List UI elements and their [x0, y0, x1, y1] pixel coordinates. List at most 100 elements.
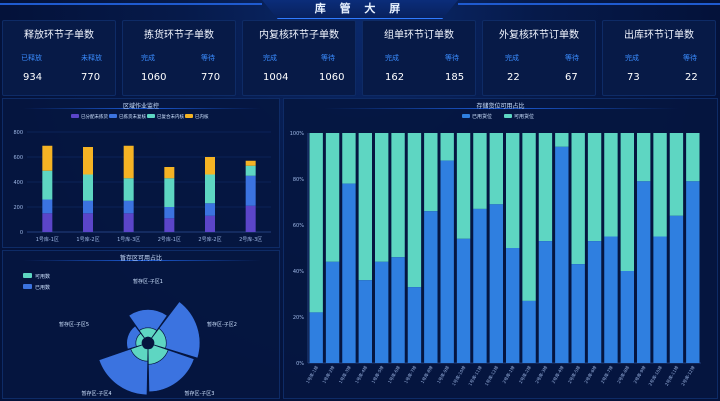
x-tick-label: 1号库-3排	[337, 364, 353, 385]
x-tick-label: 2号库-9排	[632, 364, 648, 385]
title-wing-right	[458, 3, 720, 5]
pie-slice	[135, 332, 145, 347]
bar-segment-free	[391, 133, 405, 258]
pie-slice	[147, 344, 169, 365]
card-left-label: 完成	[505, 54, 519, 62]
legend-swatch	[147, 114, 155, 118]
bar-segment-used	[440, 160, 454, 363]
bar-segment	[83, 174, 93, 201]
x-tick-label: 2号库-3区	[239, 236, 262, 243]
x-tick-label: 1号库-2区	[76, 236, 99, 243]
legend-label: 已复合未内核	[157, 113, 184, 120]
bar-segment	[245, 175, 256, 206]
card-left-label: 完成	[385, 54, 399, 62]
bar-segment-free	[587, 133, 602, 242]
card-left-value: 73	[627, 72, 640, 83]
bar-segment	[42, 145, 53, 171]
x-tick-label: 2号库-2排	[517, 364, 533, 385]
bar-segment-used	[620, 271, 634, 363]
x-tick-label: 1号库-9排	[435, 364, 451, 385]
y-tick-label: 20%	[293, 315, 304, 321]
card-left-value: 162	[385, 72, 405, 83]
panel-title-line	[324, 108, 679, 109]
x-tick-label: 2号库-4排	[550, 364, 566, 385]
bar-segment	[245, 160, 256, 166]
bar-segment-used	[604, 236, 618, 363]
bar-segment	[42, 170, 53, 200]
x-tick-label: 1号库-1排	[304, 364, 320, 385]
legend-label: 已用数	[35, 284, 50, 291]
bar-segment-used	[391, 257, 405, 363]
legend-swatch	[23, 273, 32, 278]
x-tick-label: 1号库-2排	[321, 364, 337, 385]
bar-segment-free	[571, 133, 585, 265]
bar-segment	[83, 147, 93, 175]
legend-swatch	[23, 284, 32, 289]
bar-segment-free	[309, 133, 323, 313]
card-title: 组单环节订单数	[384, 30, 454, 41]
card-title: 出库环节订单数	[624, 30, 694, 41]
stat-card: 组单环节订单数 完成 等待 162 185	[362, 20, 476, 96]
bar-segment	[83, 200, 93, 214]
legend-label: 已用货位	[472, 113, 492, 120]
staging-panel: 暂存区可用占比 可用数 已用数 暂存区-子区1 暂存区-子区2 暂存区-子区3 暂存区-子…	[2, 250, 280, 399]
y-tick-label: 0%	[296, 361, 304, 367]
bar-segment	[42, 213, 53, 232]
card-right-label: 等待	[683, 54, 697, 62]
stat-cards: 释放环节子单数 已释放 未释放 934 770 拣货环节子单数 完成 等待 10…	[2, 20, 718, 96]
stat-card: 出库环节订单数 完成 等待 73 22	[602, 20, 716, 96]
x-tick-label: 1号库-4排	[353, 364, 369, 385]
x-tick-label: 1号库-8排	[419, 364, 435, 385]
legend-label: 已内核	[195, 113, 209, 120]
bar-segment	[83, 213, 93, 232]
bar-segment	[164, 178, 175, 207]
legend-swatch	[109, 114, 117, 118]
bar-segment	[123, 200, 134, 214]
pie-label: 暂存区-子区4	[82, 390, 112, 397]
y-tick-label: 60%	[293, 223, 304, 229]
bar-segment-used	[571, 264, 585, 363]
bar-segment	[123, 145, 134, 179]
bar-segment-free	[489, 133, 503, 205]
stat-card: 外复核环节订单数 完成 等待 22 67	[482, 20, 596, 96]
y-tick-label: 40%	[293, 269, 304, 275]
y-tick-label: 400	[13, 180, 23, 186]
bar-segment-free	[375, 133, 389, 262]
legend-swatch	[71, 114, 79, 118]
legend-swatch	[504, 114, 512, 118]
bar-segment-used	[686, 181, 700, 363]
bar-segment-free	[456, 133, 471, 239]
bar-segment-used	[325, 261, 340, 363]
pie-label: 暂存区-子区1	[133, 278, 163, 285]
card-right-value: 770	[201, 72, 221, 83]
card-left-label: 完成	[141, 54, 155, 62]
bar-segment-free	[342, 133, 356, 184]
bar-segment-used	[506, 248, 520, 363]
card-right-value: 22	[685, 72, 698, 83]
bar-segment-free	[538, 133, 553, 242]
card-right-value: 67	[565, 72, 578, 83]
bar-segment-used	[309, 312, 323, 363]
area-monitor-chart: 已分配未拣货 已拣货未复核 已复合未内核 已内核 0 200 400 600 800 1号库-1区…	[13, 113, 271, 243]
x-tick-label: 2号库-7排	[599, 364, 615, 385]
bar-segment-free	[686, 133, 700, 182]
bar-segment	[123, 178, 134, 201]
title-bar: 库 管 大 屏	[0, 0, 720, 19]
bar-segment	[245, 205, 256, 232]
stat-card: 拣货环节子单数 完成 等待 1060 770	[122, 20, 236, 96]
x-tick-label: 2号库-2区	[198, 236, 221, 243]
card-left-value: 934	[23, 72, 43, 83]
panel-title: 区域作业监控	[122, 103, 159, 110]
bar-segment-used	[555, 146, 569, 363]
x-tick-label: 1号库-1区	[36, 236, 59, 243]
bar-segment-free	[506, 133, 520, 248]
bar-segment-used	[456, 238, 471, 363]
bar-segment-free	[407, 133, 422, 288]
card-right-value: 185	[445, 72, 465, 83]
card-left-label: 已释放	[21, 54, 42, 62]
bar-segment-free	[620, 133, 634, 271]
x-tick-label: 2号库-5排	[566, 364, 582, 385]
y-tick-label: 800	[13, 130, 23, 136]
y-tick-label: 600	[13, 155, 23, 161]
